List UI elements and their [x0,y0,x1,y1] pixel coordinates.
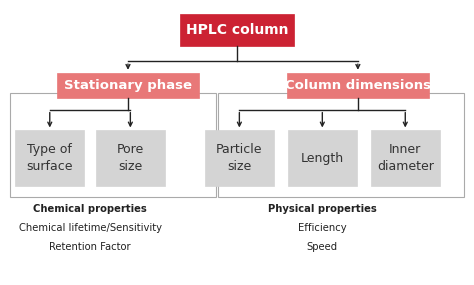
Text: Column dimensions: Column dimensions [285,79,431,92]
Text: Inner
diameter: Inner diameter [377,143,434,173]
FancyBboxPatch shape [180,14,294,46]
FancyBboxPatch shape [205,131,274,186]
Text: Particle
size: Particle size [216,143,263,173]
Text: Efficiency: Efficiency [298,223,346,233]
Text: Retention Factor: Retention Factor [49,241,131,252]
Text: Chemical properties: Chemical properties [33,204,147,215]
FancyBboxPatch shape [15,131,84,186]
Text: Chemical lifetime/Sensitivity: Chemical lifetime/Sensitivity [18,223,162,233]
FancyBboxPatch shape [57,73,199,98]
FancyBboxPatch shape [96,131,165,186]
Text: Stationary phase: Stationary phase [64,79,192,92]
Text: HPLC column: HPLC column [186,23,288,37]
Text: Pore
size: Pore size [117,143,144,173]
Text: Length: Length [301,152,344,165]
FancyBboxPatch shape [371,131,439,186]
Text: Speed: Speed [307,241,338,252]
Text: Physical properties: Physical properties [268,204,377,215]
FancyBboxPatch shape [288,131,356,186]
Text: Type of
surface: Type of surface [27,143,73,173]
FancyBboxPatch shape [287,73,429,98]
